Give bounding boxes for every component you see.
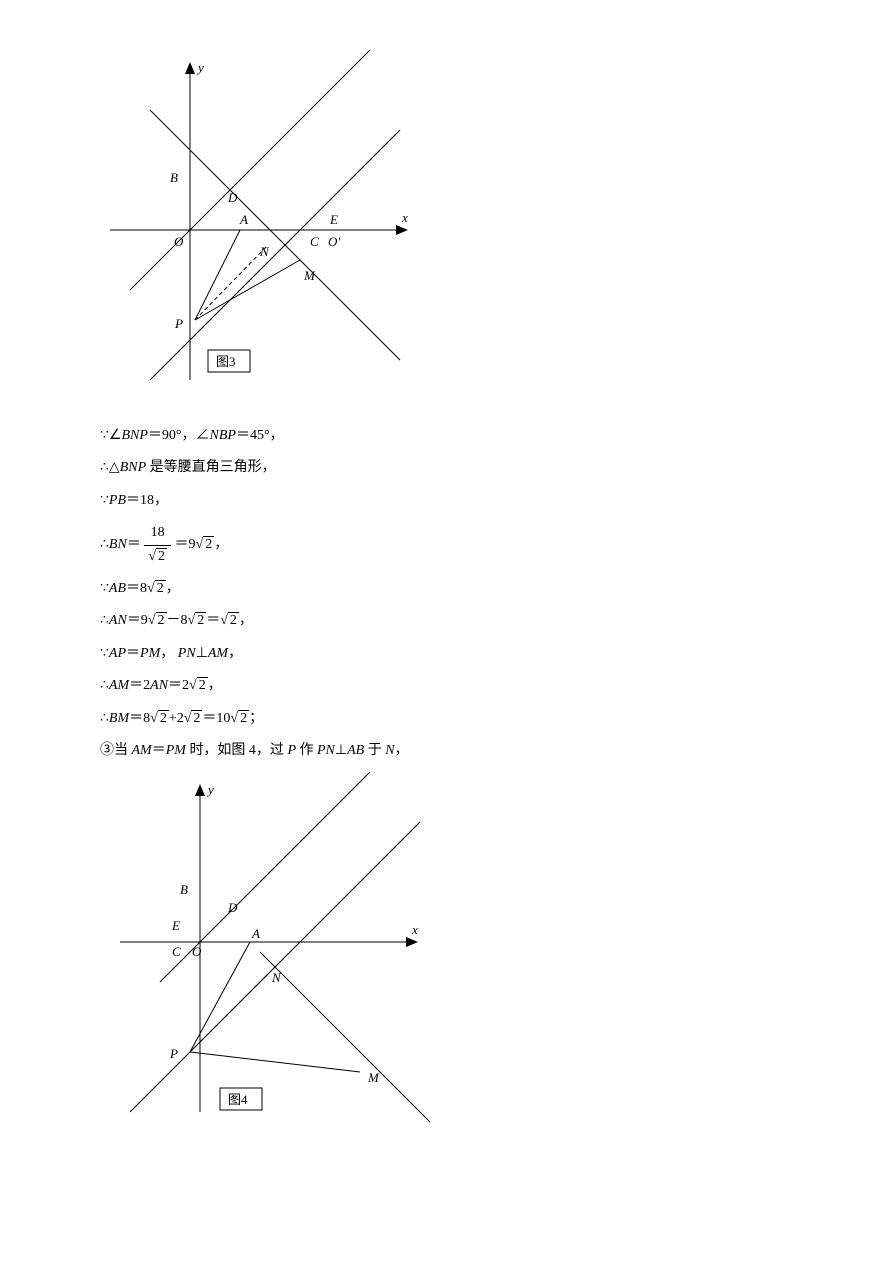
proof-line-10: ③当 AM＝PM 时，如图 4，过 P 作 PN⊥AB 于 N， bbox=[100, 740, 792, 762]
figure-4: y x B D E A C O N P M 图4 bbox=[100, 772, 792, 1137]
proof-line-3: ∵PB＝18， bbox=[100, 490, 792, 512]
fig4-label-M: M bbox=[367, 1070, 380, 1085]
fig4-label-B: B bbox=[180, 882, 188, 897]
fig3-label-Oprime: O' bbox=[328, 234, 340, 249]
fig3-label-D: D bbox=[227, 190, 238, 205]
fig3-label-x: x bbox=[401, 210, 408, 225]
fig4-label-C: C bbox=[172, 944, 181, 959]
fig3-label-P: P bbox=[174, 316, 183, 331]
fig3-label-A: A bbox=[239, 212, 248, 227]
fig3-label-M: M bbox=[303, 268, 316, 283]
figure-3-svg: y x B D A E O N C O' M P 图3 bbox=[100, 50, 420, 400]
proof-line-4: ∴BN＝ 182 ＝92， bbox=[100, 522, 792, 568]
fig4-caption: 图4 bbox=[228, 1092, 248, 1107]
fig4-label-N: N bbox=[271, 970, 282, 985]
fig3-caption: 图3 bbox=[216, 354, 236, 369]
proof-line-6: ∴AN＝92－82＝2， bbox=[100, 610, 792, 632]
proof-line-1: ∵∠BNP＝90°，∠NBP＝45°， bbox=[100, 425, 792, 447]
fig3-label-B: B bbox=[170, 170, 178, 185]
fig3-label-N: N bbox=[259, 244, 270, 259]
proof-line-9: ∴BM＝82+22＝102； bbox=[100, 708, 792, 730]
fig3-label-C: C bbox=[310, 234, 319, 249]
fig4-label-y: y bbox=[206, 782, 214, 797]
fig3-label-O: O bbox=[174, 234, 184, 249]
fig4-label-O: O bbox=[192, 944, 202, 959]
proof-line-5: ∵AB＝82， bbox=[100, 578, 792, 600]
proof-line-2: ∴△BNP 是等腰直角三角形， bbox=[100, 457, 792, 479]
fig4-label-E: E bbox=[171, 918, 180, 933]
figure-4-svg: y x B D E A C O N P M 图4 bbox=[100, 772, 440, 1132]
fig3-label-y: y bbox=[196, 60, 204, 75]
proof-line-8: ∴AM＝2AN＝22， bbox=[100, 675, 792, 697]
fig3-label-E: E bbox=[329, 212, 338, 227]
fig4-label-P: P bbox=[169, 1046, 178, 1061]
fig4-label-x: x bbox=[411, 922, 418, 937]
figure-3: y x B D A E O N C O' M P 图3 bbox=[100, 50, 792, 405]
fig4-label-A: A bbox=[251, 926, 260, 941]
proof-line-7: ∵AP＝PM， PN⊥AM， bbox=[100, 643, 792, 665]
fig4-label-D: D bbox=[227, 900, 238, 915]
